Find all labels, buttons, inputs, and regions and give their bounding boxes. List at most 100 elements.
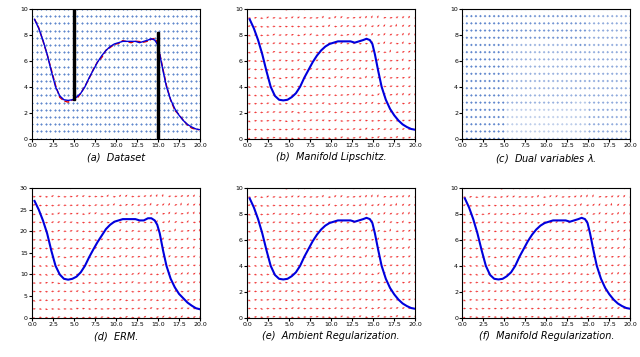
- Point: [607, 71, 618, 77]
- Point: [36, 20, 46, 26]
- Point: [621, 49, 631, 55]
- Point: [612, 28, 622, 34]
- Point: [516, 85, 527, 91]
- Point: [457, 13, 467, 19]
- Point: [489, 92, 499, 98]
- Point: [476, 85, 486, 91]
- Point: [113, 49, 124, 55]
- Point: [45, 78, 55, 84]
- Point: [36, 42, 46, 48]
- Point: [118, 121, 128, 127]
- Point: [621, 64, 631, 70]
- Point: [598, 71, 608, 77]
- Point: [63, 92, 74, 98]
- Point: [100, 92, 110, 98]
- Point: [525, 114, 536, 120]
- Point: [63, 129, 74, 134]
- Point: [81, 35, 92, 41]
- Point: [557, 56, 568, 62]
- Point: [131, 129, 141, 134]
- Point: [131, 107, 141, 113]
- Point: [457, 28, 467, 34]
- Point: [63, 121, 74, 127]
- Point: [580, 71, 590, 77]
- Point: [31, 56, 42, 62]
- Point: [68, 85, 78, 91]
- Point: [534, 42, 545, 48]
- Point: [539, 85, 549, 91]
- Point: [603, 56, 613, 62]
- Point: [548, 35, 558, 41]
- Point: [521, 56, 531, 62]
- Point: [457, 35, 467, 41]
- Point: [552, 107, 563, 113]
- Point: [512, 92, 522, 98]
- Point: [584, 20, 595, 26]
- Point: [118, 78, 128, 84]
- Point: [516, 20, 527, 26]
- Point: [45, 107, 55, 113]
- Point: [571, 6, 581, 12]
- Point: [104, 114, 115, 120]
- Point: [172, 49, 182, 55]
- Point: [543, 20, 554, 26]
- Point: [49, 107, 60, 113]
- Point: [552, 71, 563, 77]
- Point: [163, 100, 173, 105]
- Point: [104, 85, 115, 91]
- Point: [100, 35, 110, 41]
- Point: [621, 42, 631, 48]
- Point: [593, 6, 604, 12]
- Point: [159, 114, 169, 120]
- Point: [539, 35, 549, 41]
- Point: [191, 85, 201, 91]
- Point: [530, 56, 540, 62]
- Point: [68, 42, 78, 48]
- Point: [68, 56, 78, 62]
- Point: [484, 121, 495, 127]
- Point: [181, 114, 191, 120]
- Point: [534, 78, 545, 84]
- Point: [584, 42, 595, 48]
- Point: [498, 92, 508, 98]
- Point: [154, 35, 164, 41]
- Point: [498, 35, 508, 41]
- Point: [68, 92, 78, 98]
- Point: [467, 64, 477, 70]
- Point: [548, 107, 558, 113]
- Point: [498, 107, 508, 113]
- Point: [498, 64, 508, 70]
- Point: [68, 6, 78, 12]
- Point: [54, 85, 65, 91]
- Point: [552, 56, 563, 62]
- Point: [172, 6, 182, 12]
- Point: [557, 28, 568, 34]
- Point: [571, 64, 581, 70]
- Point: [131, 6, 141, 12]
- Point: [72, 42, 83, 48]
- Point: [118, 49, 128, 55]
- Point: [589, 92, 599, 98]
- Point: [512, 42, 522, 48]
- Point: [598, 35, 608, 41]
- Point: [163, 85, 173, 91]
- Point: [95, 71, 105, 77]
- Point: [480, 92, 490, 98]
- Point: [557, 92, 568, 98]
- Point: [31, 64, 42, 70]
- Point: [154, 13, 164, 19]
- Point: [40, 107, 51, 113]
- Point: [598, 129, 608, 134]
- Point: [195, 13, 205, 19]
- Point: [77, 35, 87, 41]
- Point: [580, 56, 590, 62]
- Point: [140, 136, 150, 141]
- Point: [566, 13, 577, 19]
- Point: [113, 121, 124, 127]
- Point: [54, 49, 65, 55]
- Point: [616, 85, 627, 91]
- Point: [548, 56, 558, 62]
- Point: [163, 121, 173, 127]
- Point: [181, 13, 191, 19]
- Point: [584, 49, 595, 55]
